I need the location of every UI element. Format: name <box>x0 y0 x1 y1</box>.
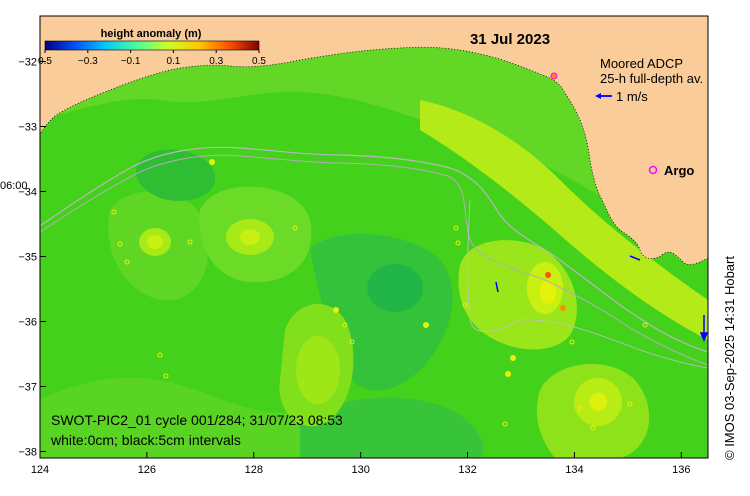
argo-marker-icon <box>648 165 658 175</box>
colorbar-tick-label: 0.3 <box>209 56 223 67</box>
lon-tick-label: 128 <box>245 464 263 476</box>
obs-marker <box>111 209 117 215</box>
anomaly-region-light-south <box>40 377 300 458</box>
lon-tick-label: 126 <box>138 464 156 476</box>
obs-marker <box>124 259 130 265</box>
colorbar-tick-label: 0.5 <box>38 56 52 67</box>
observation-markers <box>111 72 648 431</box>
map-date: 31 Jul 2023 <box>470 31 550 48</box>
obs-marker <box>117 241 123 247</box>
colorbar-tick-label: 0.1 <box>166 56 180 67</box>
obs-marker <box>349 339 355 345</box>
adcp-legend-subtitle: 25-h full-depth av. <box>600 71 703 86</box>
obs-marker <box>453 225 459 231</box>
latitude-axis: −32 −33 −34 −35 −36 −37 −38 <box>18 57 46 459</box>
obs-marker <box>333 307 339 313</box>
anomaly-high-south-core <box>296 336 340 404</box>
argo-label: Argo <box>664 163 694 178</box>
adcp-scale-label: 1 m/s <box>616 89 648 104</box>
colorbar-gradient <box>44 40 260 51</box>
lon-tick-label: 130 <box>351 464 369 476</box>
adcp-current-arrows <box>495 255 708 342</box>
lon-tick-label: 134 <box>565 464 583 476</box>
anomaly-region-light-north <box>40 16 708 260</box>
lat-tick-label: −36 <box>18 317 37 329</box>
obs-marker <box>187 239 193 245</box>
anomaly-high-west-core <box>147 235 163 249</box>
anomaly-high-southeast-peak <box>589 393 607 411</box>
lat-tick-label: −37 <box>18 382 37 394</box>
coastline <box>40 46 708 265</box>
obs-marker <box>642 322 648 328</box>
anomaly-low-southcentral <box>300 397 484 458</box>
obs-marker <box>423 322 429 328</box>
anomaly-high-mid-core <box>240 229 260 245</box>
obs-marker <box>455 240 461 246</box>
pass-info: SWOT-PIC2_01 cycle 001/284; 31/07/23 08:… <box>51 412 343 428</box>
lat-tick-label: −32 <box>18 57 37 69</box>
anomaly-low-centre-core <box>367 264 423 312</box>
lon-tick-label: 132 <box>458 464 476 476</box>
obs-marker <box>342 322 348 328</box>
obs-marker <box>209 159 215 165</box>
adcp-scale-arrowhead <box>595 93 601 99</box>
contour-info: white:0cm; black:5cm intervals <box>50 432 241 448</box>
lon-tick-label: 124 <box>31 464 49 476</box>
plot-area <box>40 16 708 458</box>
obs-marker <box>157 352 163 358</box>
time-label: 06:00 <box>0 180 28 192</box>
lat-tick-label: −38 <box>18 447 37 459</box>
anomaly-low-west <box>136 149 216 201</box>
isobath-200m <box>40 146 708 353</box>
lon-tick-label: 136 <box>672 464 690 476</box>
obs-marker <box>545 272 551 278</box>
obs-marker <box>590 425 596 431</box>
isobath-1000m <box>40 154 708 366</box>
obs-marker <box>577 405 583 411</box>
obs-marker <box>292 225 298 231</box>
obs-marker <box>462 302 468 308</box>
colorbar-tick-label: −0.1 <box>121 56 141 67</box>
adcp-legend-title: Moored ADCP <box>600 56 683 71</box>
anomaly-high-east-peak <box>540 280 556 304</box>
colorbar-tick-label: −0.3 <box>78 56 98 67</box>
adcp-legend: Moored ADCP 25-h full-depth av. 1 m/s <box>595 56 703 104</box>
longitude-axis: 124 126 128 130 132 134 136 <box>31 452 690 476</box>
obs-marker <box>550 72 558 80</box>
obs-marker <box>505 371 511 377</box>
plot-frame <box>39 15 709 459</box>
obs-marker <box>163 373 169 379</box>
copyright-text: © IMOS 03-Sep-2025 14:31 Hobart <box>722 256 737 460</box>
obs-marker <box>502 421 508 427</box>
lat-tick-label: −33 <box>18 122 37 134</box>
obs-marker <box>627 401 633 407</box>
anomaly-shelf-band <box>420 100 708 340</box>
obs-marker <box>560 305 566 311</box>
isobath-3000m <box>467 199 708 369</box>
obs-marker <box>510 355 516 361</box>
colorbar-title: height anomaly (m) <box>101 28 202 40</box>
lat-tick-label: −34 <box>18 187 37 199</box>
obs-marker <box>569 339 575 345</box>
argo-legend: Argo <box>648 163 694 178</box>
colorbar: height anomaly (m) 0.5 −0.3 −0.1 0.1 0.3 0.5 <box>38 28 266 67</box>
lat-tick-label: −35 <box>18 252 37 264</box>
colorbar-tick-label: 0.5 <box>252 56 266 67</box>
